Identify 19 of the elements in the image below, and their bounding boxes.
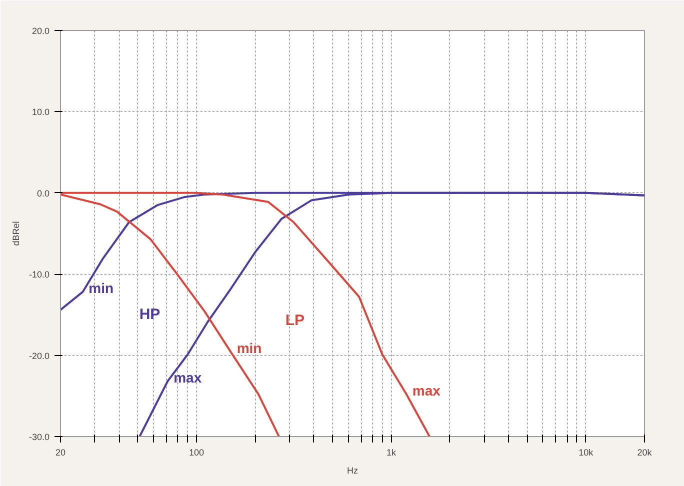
x-tick-label: 20: [55, 448, 66, 458]
series-label: min: [88, 280, 114, 296]
x-tick-label: 20k: [637, 448, 652, 458]
x-tick-label: 1k: [386, 448, 396, 458]
y-tick-label: -20.0: [28, 350, 50, 361]
series-label: max: [174, 369, 202, 386]
y-axis-title: dBRel: [10, 221, 21, 246]
annotation: LP: [285, 312, 305, 329]
y-tick-label: 20.0: [32, 26, 50, 36]
y-tick-label: -30.0: [28, 432, 50, 442]
annotation: HP: [139, 306, 160, 323]
y-tick-label: 10.0: [32, 107, 50, 118]
x-tick-label: 100: [189, 448, 204, 458]
series-label: min: [236, 340, 262, 356]
x-tick-label: 10k: [578, 448, 594, 458]
y-tick-label: 0.0: [36, 188, 50, 198]
series-label: max: [412, 382, 441, 398]
y-tick-label: -10.0: [28, 270, 50, 280]
x-axis-title: Hz: [347, 466, 358, 476]
